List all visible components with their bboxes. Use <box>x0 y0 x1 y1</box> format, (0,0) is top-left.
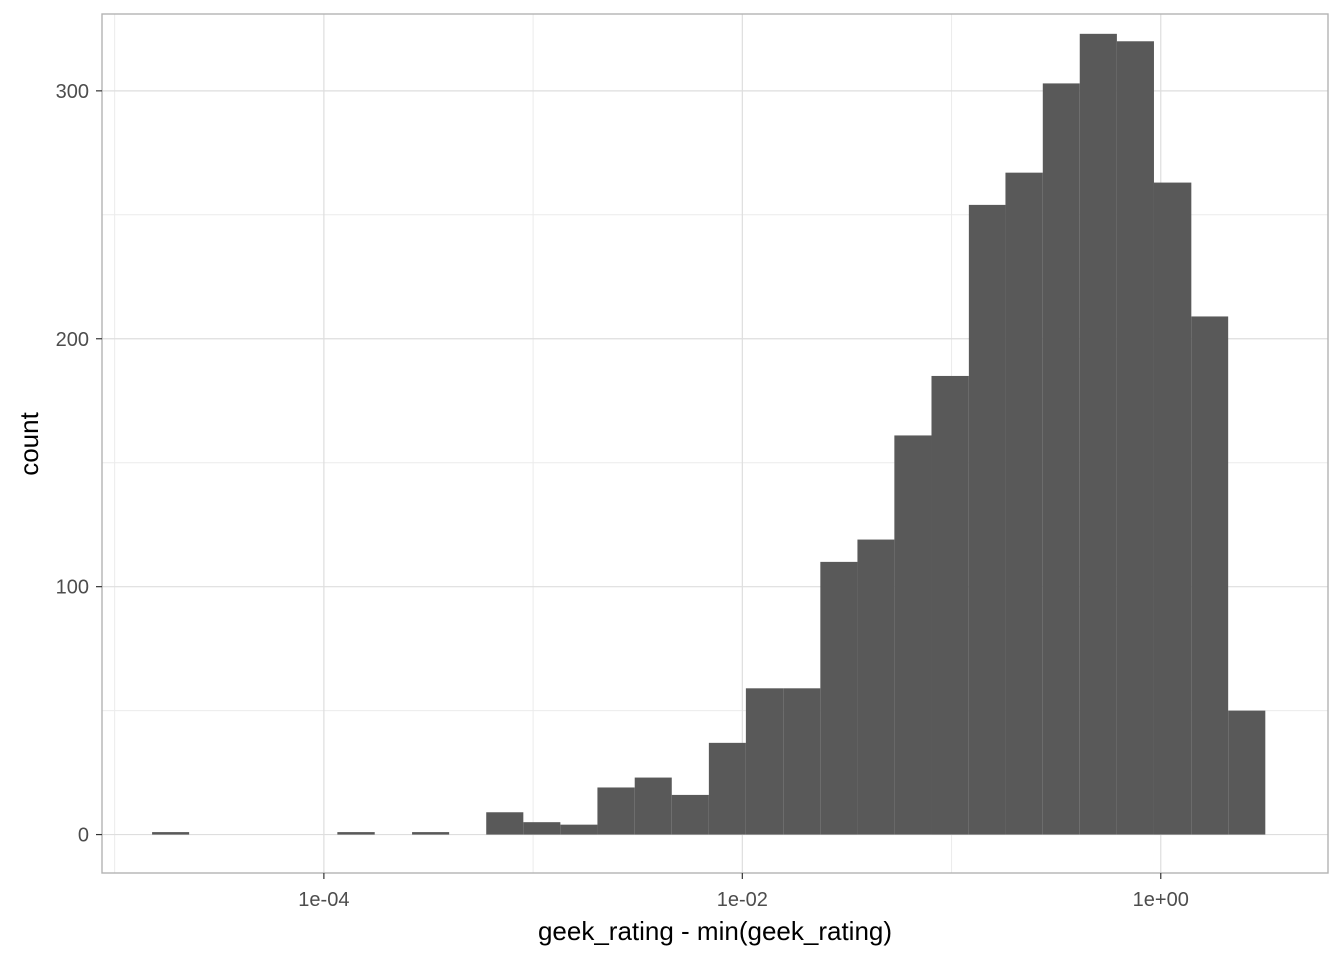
y-axis-title: count <box>14 411 44 475</box>
x-tick-label: 1e-04 <box>298 889 349 911</box>
histogram-bar-1 <box>152 832 190 835</box>
plot-panel-border <box>101 13 1329 874</box>
histogram-bar-24 <box>1005 172 1043 835</box>
y-tick-label: 300 <box>56 81 89 103</box>
histogram-bar-17 <box>745 688 784 835</box>
x-tick-label: 1e+00 <box>1133 889 1189 911</box>
y-tick-label: 100 <box>56 577 89 599</box>
histogram-bar-13 <box>597 787 635 835</box>
histogram-bar-23 <box>968 204 1006 835</box>
histogram-bar-26 <box>1079 33 1117 835</box>
histogram-bar-30 <box>1228 710 1266 835</box>
x-axis-title: geek_rating - min(geek_rating) <box>538 916 892 946</box>
histogram-bars <box>152 33 1266 835</box>
histogram-bar-29 <box>1191 316 1229 835</box>
x-tick-label: 1e-02 <box>717 889 768 911</box>
histogram-bar-11 <box>523 822 561 835</box>
histogram-bar-27 <box>1116 41 1154 835</box>
histogram-bar-12 <box>560 824 598 835</box>
histogram-bar-8 <box>412 832 450 835</box>
histogram-bar-10 <box>486 812 524 835</box>
histogram-bar-15 <box>671 794 709 835</box>
x-axis: 1e-04 1e-02 1e+00 <box>298 873 1189 911</box>
histogram-bar-16 <box>708 742 746 835</box>
histogram-bar-14 <box>634 777 672 835</box>
histogram-bar-20 <box>857 539 895 835</box>
y-tick-label: 0 <box>78 825 89 847</box>
histogram-bar-19 <box>820 561 858 835</box>
y-tick-label: 200 <box>56 329 89 351</box>
histogram-bar-28 <box>1153 182 1192 835</box>
histogram-bar-6 <box>337 832 375 835</box>
histogram-bar-25 <box>1042 83 1080 835</box>
y-axis: 0 100 200 300 <box>56 81 102 847</box>
histogram-bar-21 <box>894 435 932 835</box>
histogram-bar-18 <box>783 688 821 835</box>
histogram-bar-22 <box>931 375 969 835</box>
